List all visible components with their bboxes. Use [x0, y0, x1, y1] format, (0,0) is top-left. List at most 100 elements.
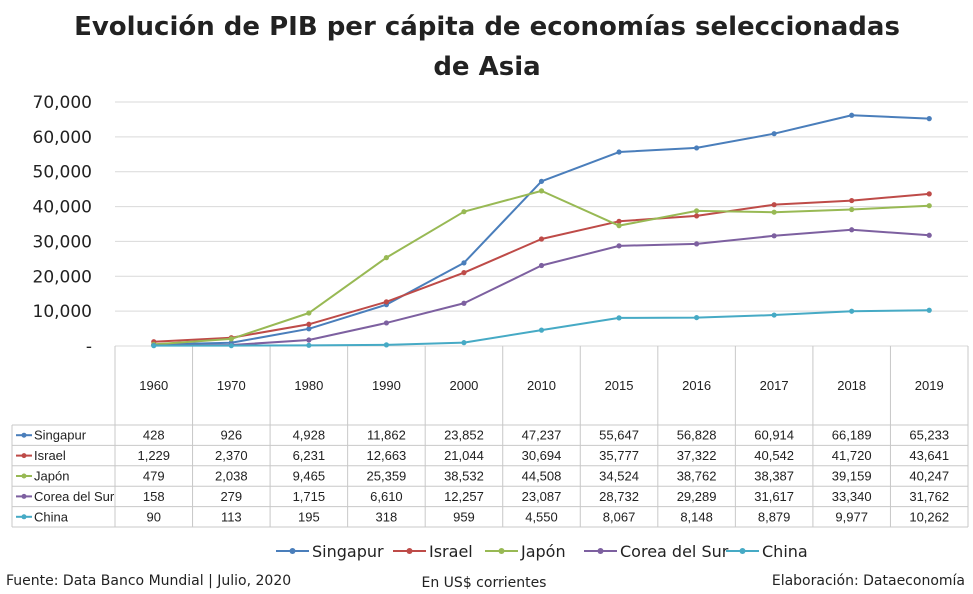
legend-label: Corea del Sur: [620, 542, 729, 561]
table-cell-value: 44,508: [522, 469, 562, 484]
legend-marker: [289, 548, 296, 554]
data-point: [693, 241, 700, 247]
x-category-label: 2019: [915, 378, 944, 393]
x-category-label: 1970: [217, 378, 246, 393]
y-tick-label: 50,000: [33, 163, 92, 183]
table-cell-value: 47,237: [522, 428, 562, 443]
data-point: [849, 227, 855, 233]
legend-marker: [597, 548, 604, 554]
data-point: [461, 300, 467, 306]
table-row-label: Japón: [34, 469, 69, 484]
x-category-label: 1990: [372, 378, 401, 393]
x-category-label: 2016: [682, 378, 711, 393]
table-cell-value: 65,233: [909, 428, 949, 443]
table-cell-value: 23,852: [444, 428, 484, 443]
y-axis-ticks: - 10,000 20,000 30,000 40,000 50,000 60,000 70,…: [33, 93, 92, 357]
data-point: [693, 314, 700, 321]
data-point: [849, 112, 855, 118]
legend-marker: [406, 548, 413, 554]
x-category-label: 2010: [527, 378, 556, 393]
table-cell-value: 959: [453, 509, 475, 524]
table-cell-value: 4,928: [293, 428, 326, 443]
data-point: [306, 326, 312, 332]
y-tick-label: 30,000: [33, 232, 92, 252]
data-point: [849, 197, 855, 204]
table-cell-value: 2,370: [215, 448, 248, 463]
legend-marker: [498, 548, 505, 554]
table-cell-value: 37,322: [677, 448, 717, 463]
data-point: [616, 223, 622, 229]
data-point: [849, 308, 855, 314]
data-point: [616, 243, 622, 249]
table-cell-value: 8,067: [603, 509, 636, 524]
table-cell-value: 1,715: [293, 489, 326, 504]
table-cell-value: 8,879: [758, 509, 791, 524]
data-point: [383, 299, 390, 305]
table-cell-value: 43,641: [909, 448, 949, 463]
data-point: [306, 337, 312, 343]
table-cell-value: 10,262: [909, 509, 949, 524]
y-tick-label: -: [86, 337, 92, 357]
row-legend-marker: [21, 453, 27, 459]
source-note: Fuente: Data Banco Mundial | Julio, 2020: [6, 573, 291, 589]
table-row-label: Israel: [34, 448, 66, 463]
data-point: [616, 218, 622, 224]
data-point: [693, 213, 700, 219]
y-tick-label: 10,000: [33, 302, 92, 322]
data-point: [771, 233, 777, 239]
legend-label: Japón: [520, 542, 566, 561]
legend-label: Israel: [429, 542, 473, 561]
table-cell-value: 158: [143, 489, 165, 504]
data-point: [151, 343, 157, 349]
table-cell-value: 6,231: [293, 448, 326, 463]
table-cell-value: 28,732: [599, 489, 639, 504]
table-cell-value: 1,229: [137, 448, 170, 463]
table-cell-value: 8,148: [680, 509, 713, 524]
credit-note: Elaboración: Dataeconomía: [772, 573, 965, 589]
legend-marker: [739, 548, 746, 554]
row-legend-marker: [21, 493, 27, 499]
table-cell-value: 279: [220, 489, 242, 504]
data-point: [461, 270, 467, 276]
data-point: [771, 202, 777, 208]
data-point: [926, 116, 932, 122]
data-point: [693, 208, 700, 214]
table-cell-value: 479: [143, 469, 165, 484]
data-point: [538, 188, 545, 194]
table-cell-value: 38,762: [677, 469, 717, 484]
table-cell-value: 40,247: [909, 469, 949, 484]
data-point: [616, 149, 622, 155]
table-row-label: Singapur: [34, 428, 87, 443]
table-cell-value: 428: [143, 428, 165, 443]
row-legend-marker: [21, 432, 27, 438]
legend: Singapur Israel Japón Corea del Sur China: [276, 542, 808, 561]
table-cell-value: 40,542: [754, 448, 794, 463]
table-cell-value: 23,087: [522, 489, 562, 504]
table-cell-value: 33,340: [832, 489, 872, 504]
y-tick-label: 40,000: [33, 198, 92, 218]
data-point: [693, 145, 700, 151]
data-point: [383, 255, 390, 261]
x-category-label: 2000: [449, 378, 478, 393]
y-tick-label: 60,000: [33, 128, 92, 148]
table-cell-value: 318: [376, 509, 398, 524]
table-cell-value: 31,762: [909, 489, 949, 504]
data-point: [228, 336, 234, 342]
table-cell-value: 60,914: [754, 428, 794, 443]
table-cell-value: 41,720: [832, 448, 872, 463]
series-line: [153, 114, 930, 346]
table-cell-value: 12,663: [367, 448, 407, 463]
y-tick-label: 20,000: [33, 267, 92, 287]
table-cell-value: 926: [220, 428, 242, 443]
data-point: [383, 342, 390, 348]
data-point: [849, 206, 855, 213]
data-point: [383, 320, 390, 326]
table-cell-value: 25,359: [367, 469, 407, 484]
row-legend-marker: [21, 473, 27, 479]
table-cell-value: 2,038: [215, 469, 248, 484]
data-point: [306, 321, 312, 327]
row-legend-marker: [21, 514, 27, 520]
table-cell-value: 38,387: [754, 469, 794, 484]
data-point: [616, 315, 622, 321]
